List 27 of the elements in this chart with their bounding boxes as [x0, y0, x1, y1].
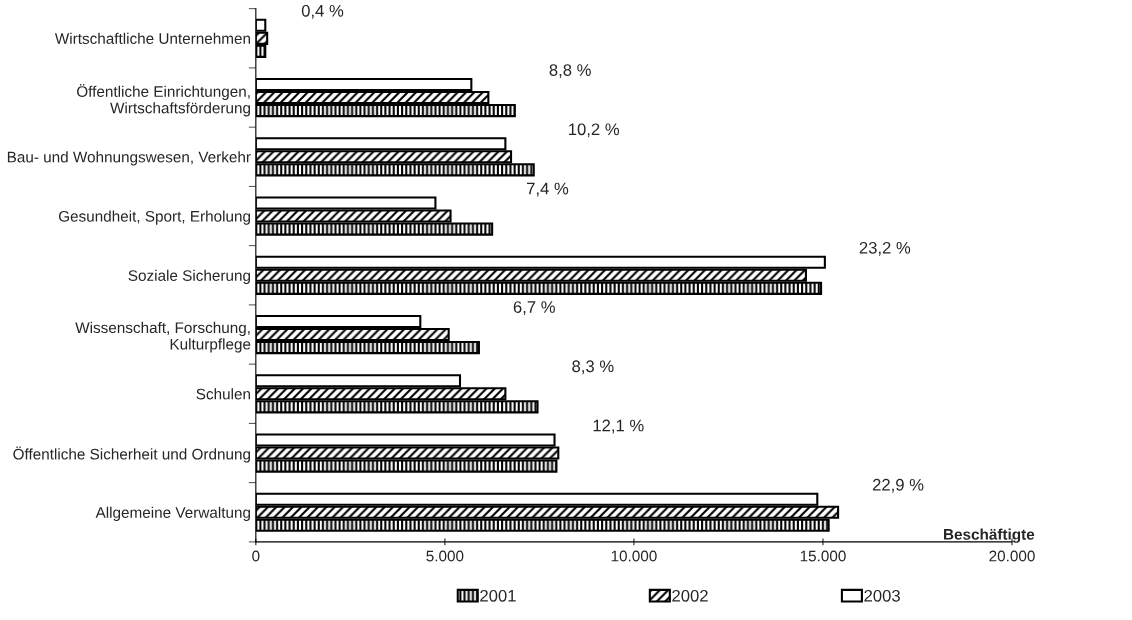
- y-tick-label: Bau- und Wohnungswesen, Verkehr: [7, 151, 251, 166]
- annotation: 8,8 %: [549, 64, 591, 78]
- y-tick-label: Soziale Sicherung: [128, 269, 250, 284]
- y-tick-label: Gesundheit, Sport, Erholung: [58, 210, 250, 225]
- y-tick-label: Wissenschaft, Forschung, Kulturpflege: [75, 321, 251, 353]
- x-axis-title: Beschäftigte: [944, 528, 1035, 543]
- y-tick-label: Allgemeine Verwaltung: [95, 506, 250, 521]
- annotation: 23,2 %: [859, 241, 911, 256]
- x-tick-label: 10.000: [611, 550, 657, 562]
- x-tick-label: 15.000: [800, 550, 846, 562]
- legend-label: 2003: [864, 589, 900, 602]
- annotation: 12,1 %: [593, 419, 644, 434]
- annotation: 6,7 %: [513, 301, 555, 315]
- x-tick-label: 20.000: [989, 550, 1035, 562]
- legend-label: 2002: [672, 589, 708, 602]
- annotation: 10,2 %: [569, 123, 620, 138]
- annotation: 7,4 %: [527, 182, 569, 197]
- y-tick-label: Schulen: [196, 388, 250, 400]
- y-tick-label: Öffentliche Einrichtungen, Wirtschaftsförderung: [77, 84, 250, 117]
- annotation: 0,4 %: [301, 4, 344, 19]
- x-tick-label: 5.000: [426, 550, 464, 562]
- legend-label: 2001: [480, 589, 516, 602]
- annotation: 22,9 %: [872, 478, 924, 493]
- annotation: 8,3 %: [572, 360, 614, 375]
- y-tick-label: Öffentliche Sicherheit und Ordnung: [13, 446, 250, 463]
- x-tick-label: 0: [252, 550, 260, 562]
- y-tick-label: Wirtschaftliche Unternehmen: [54, 32, 250, 44]
